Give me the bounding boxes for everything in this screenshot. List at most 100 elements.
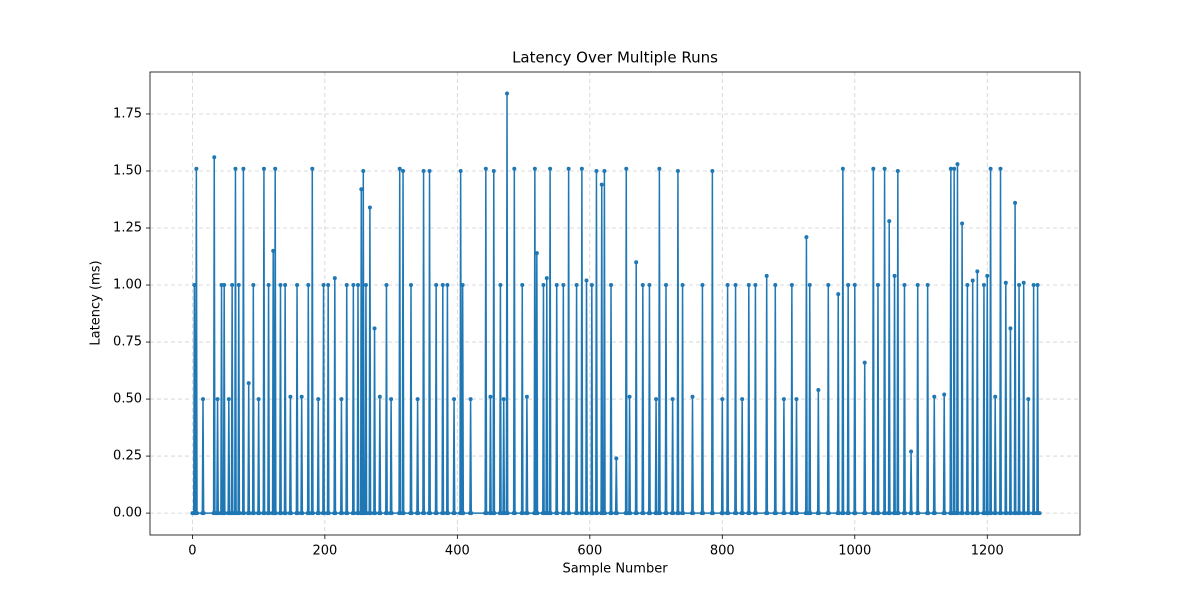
point xyxy=(603,511,608,516)
point xyxy=(580,511,585,516)
point xyxy=(915,283,920,288)
point xyxy=(339,397,344,402)
point xyxy=(440,283,445,288)
point xyxy=(896,511,901,516)
point xyxy=(498,283,503,288)
x-tick-label: 800 xyxy=(710,544,735,559)
point xyxy=(790,511,795,516)
y-tick-label: 0.75 xyxy=(113,335,142,350)
point xyxy=(310,511,315,516)
point xyxy=(808,511,813,516)
point xyxy=(359,187,364,192)
point xyxy=(452,397,457,402)
point xyxy=(862,360,867,365)
point xyxy=(289,511,294,516)
point xyxy=(647,283,652,288)
point xyxy=(993,394,998,399)
point xyxy=(300,511,305,516)
point xyxy=(505,511,510,516)
point xyxy=(1022,511,1027,516)
point xyxy=(773,283,778,288)
point xyxy=(222,283,227,288)
point xyxy=(747,511,752,516)
point xyxy=(1021,280,1026,285)
point xyxy=(681,511,686,516)
point xyxy=(441,511,446,516)
point xyxy=(469,511,474,516)
point xyxy=(363,283,368,288)
point xyxy=(826,511,831,516)
point xyxy=(925,283,930,288)
point xyxy=(841,511,846,516)
point xyxy=(316,397,321,402)
point xyxy=(532,166,537,171)
point xyxy=(998,166,1003,171)
point xyxy=(267,511,272,516)
point xyxy=(524,394,529,399)
point xyxy=(909,449,914,454)
point xyxy=(887,219,892,224)
point xyxy=(746,283,751,288)
point xyxy=(764,273,769,278)
point xyxy=(602,168,607,173)
point xyxy=(201,511,206,516)
point xyxy=(401,168,406,173)
plot-frame xyxy=(149,71,1081,536)
point xyxy=(273,166,278,171)
point xyxy=(535,511,540,516)
point xyxy=(241,166,246,171)
point xyxy=(525,511,530,516)
point xyxy=(566,166,571,171)
point xyxy=(483,166,488,171)
point xyxy=(887,511,892,516)
point xyxy=(753,283,758,288)
point xyxy=(575,511,580,516)
x-tick-label: 200 xyxy=(312,544,337,559)
point xyxy=(384,283,389,288)
x-tick-label: 1000 xyxy=(838,544,871,559)
point xyxy=(690,394,695,399)
x-tick-label: 0 xyxy=(188,544,196,559)
point xyxy=(373,511,378,516)
point xyxy=(664,511,669,516)
point xyxy=(807,283,812,288)
point xyxy=(251,283,256,288)
point xyxy=(609,283,614,288)
point xyxy=(340,511,345,516)
point xyxy=(541,283,546,288)
point xyxy=(852,283,857,288)
point xyxy=(397,166,402,171)
point xyxy=(932,511,937,516)
point xyxy=(671,511,676,516)
point xyxy=(956,511,961,516)
point xyxy=(654,397,659,402)
point xyxy=(1017,283,1022,288)
point xyxy=(316,511,321,516)
point xyxy=(574,283,579,288)
point xyxy=(548,511,553,516)
point xyxy=(789,283,794,288)
point xyxy=(960,221,965,226)
point xyxy=(909,511,914,516)
point xyxy=(664,283,669,288)
point xyxy=(484,511,489,516)
point xyxy=(1004,511,1009,516)
y-tick-label: 1.25 xyxy=(113,221,142,236)
point xyxy=(634,511,639,516)
point xyxy=(273,511,278,516)
point xyxy=(194,166,199,171)
point xyxy=(520,511,525,516)
point xyxy=(599,182,604,187)
point xyxy=(733,283,738,288)
point xyxy=(882,166,887,171)
point xyxy=(561,283,566,288)
point xyxy=(389,397,394,402)
point xyxy=(279,511,284,516)
point xyxy=(427,168,432,173)
point xyxy=(416,511,421,516)
point xyxy=(372,326,377,331)
point xyxy=(710,168,715,173)
point xyxy=(960,511,965,516)
point xyxy=(895,168,900,173)
point xyxy=(942,511,947,516)
